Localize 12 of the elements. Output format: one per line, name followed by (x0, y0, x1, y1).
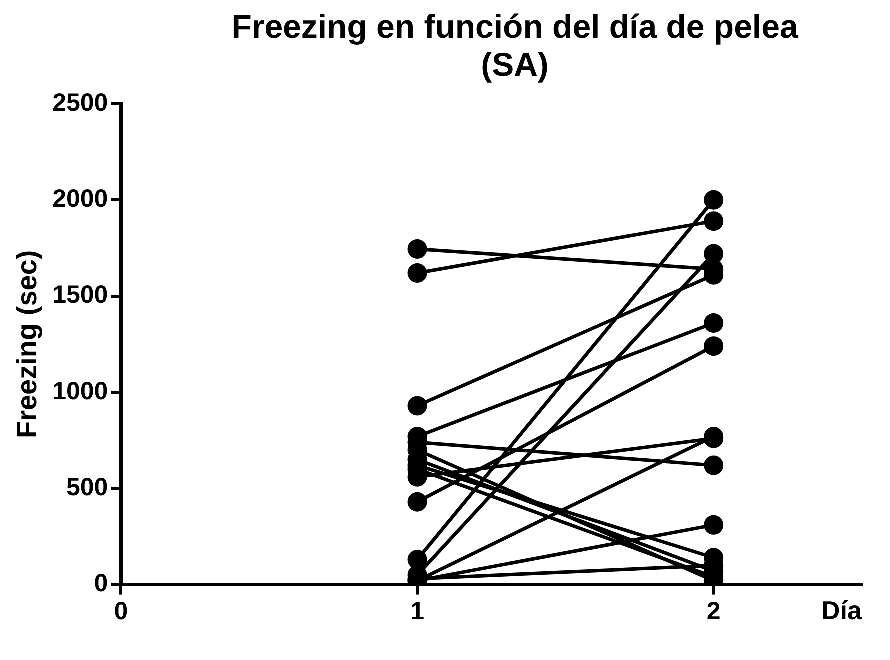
x-axis-title: Día (822, 595, 863, 626)
y-tick-label: 500 (66, 473, 108, 502)
y-tick-label: 2000 (52, 184, 108, 213)
x-tick-label: 1 (410, 598, 425, 626)
y-tick-label: 0 (94, 570, 108, 598)
y-tick-label: 2500 (52, 88, 108, 117)
x-tick-label: 0 (114, 598, 128, 626)
y-tick-label: 1000 (52, 377, 108, 406)
y-axis-title: Freezing (sec) (12, 250, 43, 438)
chart-title: Freezing en función del día de pelea (SA) (230, 8, 800, 84)
y-tick-label: 1500 (52, 281, 108, 310)
x-tick-label: 2 (706, 598, 721, 626)
